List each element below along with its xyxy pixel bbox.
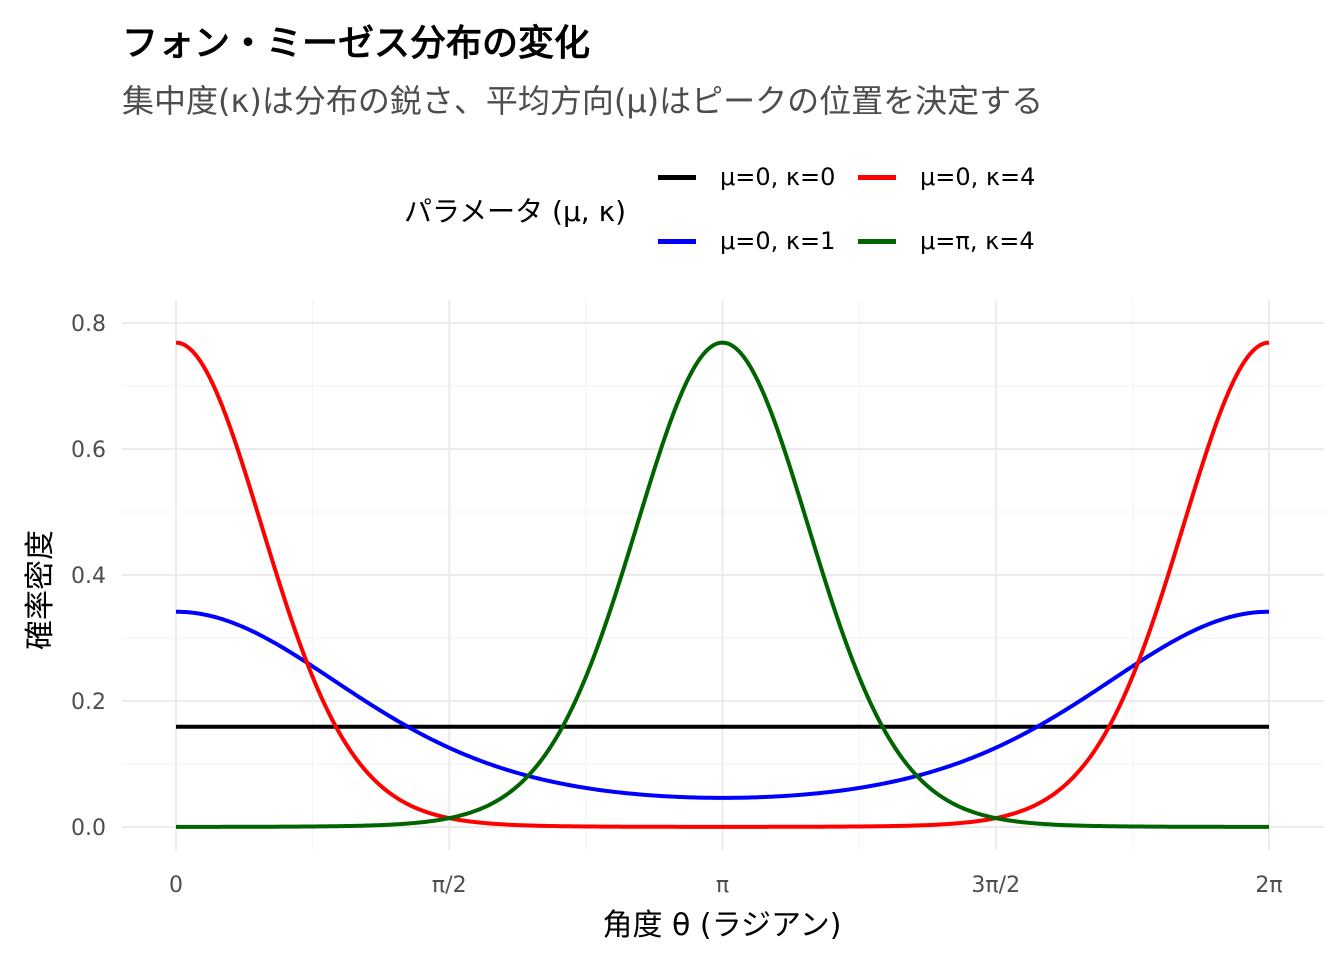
series-layer bbox=[175, 340, 1270, 829]
x-tick-label: π bbox=[716, 873, 729, 898]
legend-title: パラメータ (μ, κ) bbox=[404, 195, 627, 228]
y-tick-label: 0.2 bbox=[71, 690, 106, 715]
x-axis-title: 角度 θ (ラジアン) bbox=[602, 908, 841, 943]
chart-subtitle: 集中度(κ)は分布の鋭さ、平均方向(μ)はピークの位置を決定する bbox=[122, 82, 1044, 120]
series-line bbox=[175, 609, 1270, 800]
chart-title: フォン・ミーゼス分布の変化 bbox=[122, 23, 591, 64]
legend-label-mu0-k1: μ=0, κ=1 bbox=[720, 227, 836, 255]
legend-label-mu0-k0: μ=0, κ=0 bbox=[720, 163, 836, 191]
legend-label-mu0-k4: μ=0, κ=4 bbox=[920, 163, 1036, 191]
x-tick-label: π/2 bbox=[432, 873, 467, 898]
legend-key-mu0-k4 bbox=[858, 174, 896, 180]
x-tick-label: 0 bbox=[169, 873, 183, 898]
series-line bbox=[176, 340, 1269, 829]
y-axis-title: 確率密度 bbox=[23, 530, 58, 650]
legend-item-mu0-k4: μ=0, κ=4 bbox=[858, 162, 1035, 192]
legend-key-mu0-k0 bbox=[658, 174, 696, 180]
legend-item-mupi-k4: μ=π, κ=4 bbox=[858, 226, 1035, 256]
y-tick-label: 0.6 bbox=[71, 438, 106, 463]
legend-item-mu0-k0: μ=0, κ=0 bbox=[658, 162, 835, 192]
x-tick-label: 2π bbox=[1255, 873, 1282, 898]
y-tick-label: 0.4 bbox=[71, 564, 106, 589]
series-line bbox=[175, 340, 1270, 829]
legend-key-mupi-k4 bbox=[858, 238, 896, 244]
legend-item-mu0-k1: μ=0, κ=1 bbox=[658, 226, 835, 256]
legend-key-mu0-k1 bbox=[658, 238, 696, 244]
x-tick-label: 3π/2 bbox=[971, 873, 1020, 898]
legend-label-mupi-k4: μ=π, κ=4 bbox=[920, 227, 1035, 255]
y-tick-label: 0.8 bbox=[71, 312, 106, 337]
grid-major bbox=[122, 300, 1324, 850]
tick-layer: 0 π/2 π 3π/2 2π 0.0 0.2 0.4 0.6 0.8 bbox=[71, 312, 1283, 898]
y-tick-label: 0.0 bbox=[71, 816, 106, 841]
